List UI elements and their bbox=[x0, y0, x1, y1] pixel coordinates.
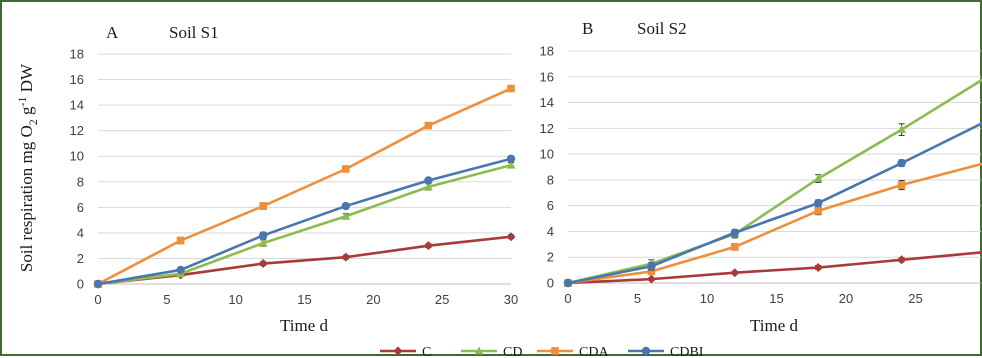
legend-item-c: C bbox=[380, 345, 431, 358]
panel-b-point-cda bbox=[731, 243, 739, 251]
panel-b-xtick-label: 20 bbox=[839, 291, 853, 306]
legend-label-cd: CD bbox=[503, 345, 522, 358]
panel-b-ytick-label: 16 bbox=[540, 69, 554, 84]
panel-a-point-c bbox=[507, 232, 516, 241]
panel-b-point-c bbox=[814, 263, 823, 272]
panel-a-point-cdbi bbox=[424, 176, 432, 184]
panel-b-point-cdbi bbox=[564, 279, 572, 287]
panel-b-point-cdbi bbox=[814, 199, 822, 207]
chart-text: A Soil S1 B Soil S2 Time d Time d Soil r… bbox=[15, 19, 799, 335]
panel-b-point-cdbi bbox=[731, 229, 739, 237]
panel-a-ytick-label: 6 bbox=[77, 200, 84, 215]
panel-a-ytick-label: 12 bbox=[70, 123, 84, 138]
panel-a-ytick-label: 16 bbox=[70, 72, 84, 87]
y-axis-label: Soil respiration mg O2 g-1 DW bbox=[15, 63, 40, 272]
panel-a-xlabel: Time d bbox=[280, 316, 329, 335]
panel-a-point-cda bbox=[425, 122, 433, 130]
panel-b-series-cdbi bbox=[564, 122, 982, 287]
panel-b-xtick-label: 15 bbox=[769, 291, 783, 306]
panel-a-xtick-label: 20 bbox=[366, 292, 380, 307]
panel-a-series-c bbox=[94, 232, 516, 288]
panel-a-xtick-label: 5 bbox=[163, 292, 170, 307]
panel-b-ytick-label: 4 bbox=[547, 224, 554, 239]
panel-a-point-cdbi bbox=[259, 231, 267, 239]
panel-b-series-cd bbox=[564, 78, 982, 286]
panel-a-xtick-label: 10 bbox=[228, 292, 242, 307]
panel-a-series-cda bbox=[94, 85, 515, 288]
panel-b-point-cda bbox=[814, 207, 822, 215]
panel-b-ytick-label: 18 bbox=[540, 44, 554, 59]
panel-a-ytick-label: 0 bbox=[77, 277, 84, 292]
panel-a-xtick-label: 0 bbox=[94, 292, 101, 307]
panel-b-line-cda bbox=[568, 163, 982, 283]
legend-item-cdbi: CDBI bbox=[628, 345, 704, 358]
panel-b-point-c bbox=[647, 275, 656, 284]
panel-b-ytick-label: 10 bbox=[540, 147, 554, 162]
panel-a-xtick-label: 15 bbox=[297, 292, 311, 307]
panel-a-ytick-label: 18 bbox=[70, 47, 84, 62]
panel-a-point-cdbi bbox=[342, 202, 350, 210]
panel-a-point-cda bbox=[342, 165, 350, 173]
panel-a-title: Soil S1 bbox=[169, 23, 219, 42]
panel-b-letter: B bbox=[582, 19, 593, 38]
panel-b-xtick-label: 5 bbox=[634, 291, 641, 306]
panel-b-ytick-label: 14 bbox=[540, 95, 554, 110]
panel-b-point-cdbi bbox=[897, 159, 905, 167]
panel-b-title: Soil S2 bbox=[637, 19, 687, 38]
panel-b-point-c bbox=[730, 268, 739, 277]
tick-labels: 0 2 4 6 8 10 12 14 16 18 0 5 10 15 20 25 30 0 2 4 6 8 10 12 14 16… bbox=[70, 44, 982, 308]
panel-a-point-c bbox=[259, 259, 268, 268]
panel-b-point-cdbi bbox=[647, 262, 655, 270]
legend-label-cdbi: CDBI bbox=[670, 345, 704, 358]
panel-b-point-cda bbox=[898, 181, 906, 189]
panel-a-line-cd bbox=[98, 165, 511, 284]
panel-a-point-cda bbox=[259, 202, 267, 210]
panel-a-ytick-label: 8 bbox=[77, 174, 84, 189]
legend-item-cd: CD bbox=[461, 345, 522, 358]
panel-a-letter: A bbox=[106, 23, 119, 42]
panel-a-line-cdbi bbox=[98, 159, 511, 284]
panel-a-point-cda bbox=[177, 237, 185, 245]
panel-a-ytick-label: 10 bbox=[70, 149, 84, 164]
panel-a-line-cda bbox=[98, 89, 511, 285]
panel-a-point-cdbi bbox=[507, 155, 515, 163]
panel-a-point-cdbi bbox=[94, 280, 102, 288]
panel-b-ytick-label: 2 bbox=[547, 250, 554, 265]
panel-b-xlabel: Time d bbox=[750, 316, 799, 335]
legend-label-cda: CDA bbox=[579, 345, 609, 358]
panel-a-point-c bbox=[424, 241, 433, 250]
panel-b-ytick-label: 12 bbox=[540, 121, 554, 136]
panel-a-point-cda bbox=[507, 85, 515, 93]
legend: C CD CDA CDBI bbox=[380, 345, 704, 358]
legend-marker-c bbox=[394, 347, 403, 356]
panel-a-ytick-label: 4 bbox=[77, 225, 84, 240]
panel-b-xtick-label: 0 bbox=[564, 291, 571, 306]
panel-a-point-c bbox=[341, 253, 350, 262]
panel-b-xtick-label: 10 bbox=[700, 291, 714, 306]
panel-a-series-cd bbox=[94, 161, 516, 288]
axes bbox=[98, 283, 981, 284]
legend-marker-cda bbox=[551, 347, 559, 355]
panel-a-ytick-label: 2 bbox=[77, 251, 84, 266]
panel-a-xtick-label: 30 bbox=[504, 292, 518, 307]
panel-b-ytick-label: 0 bbox=[547, 276, 554, 291]
panel-a-point-cdbi bbox=[176, 266, 184, 274]
legend-label-c: C bbox=[422, 345, 431, 358]
panel-b-ytick-label: 6 bbox=[547, 198, 554, 213]
panel-a-ytick-label: 14 bbox=[70, 98, 84, 113]
panel-b-xtick-label: 25 bbox=[908, 291, 922, 306]
panel-b-ytick-label: 8 bbox=[547, 172, 554, 187]
panel-a-series-cdbi bbox=[94, 155, 515, 289]
panel-b-point-c bbox=[897, 255, 906, 264]
panel-a-xtick-label: 25 bbox=[435, 292, 449, 307]
legend-marker-cdbi bbox=[642, 347, 650, 355]
legend-item-cda: CDA bbox=[537, 345, 609, 358]
